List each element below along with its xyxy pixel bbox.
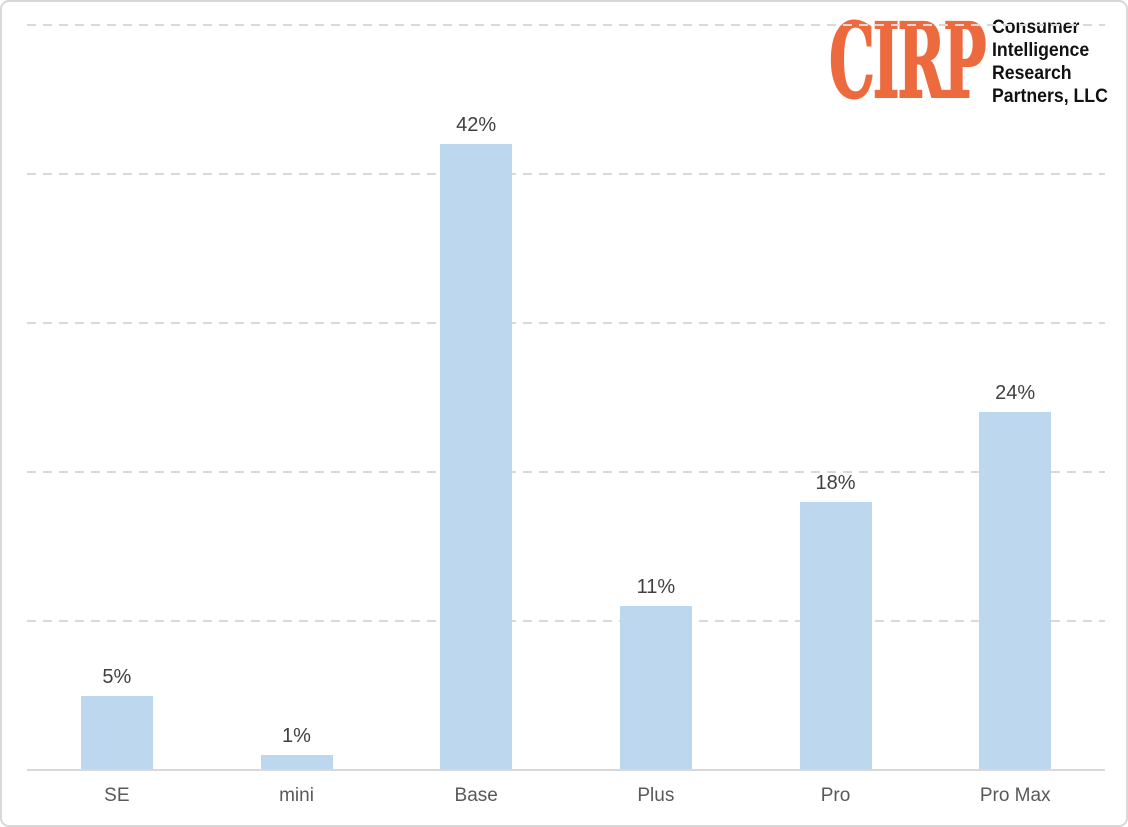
bar-mini: [260, 755, 333, 770]
plot-area: 5% 1% 42% 11% 18% 24%: [27, 24, 1105, 770]
bar-slot-pro-max: 24%: [925, 25, 1105, 770]
bar-se: [80, 695, 153, 770]
category-label-mini: mini: [279, 785, 314, 806]
category-label-plus: Plus: [637, 785, 675, 806]
category-label-pro: Pro: [820, 785, 851, 806]
gridline-10: [27, 620, 1105, 622]
bar-pro-max: [979, 412, 1052, 770]
bar-base: [440, 144, 513, 770]
value-label-base: 42%: [456, 114, 497, 137]
value-label-mini: 1%: [282, 725, 311, 748]
bar-slot-pro: 18%: [746, 25, 926, 770]
logo-line-1: Consumer: [992, 17, 1080, 38]
value-label-plus: 11%: [636, 576, 676, 599]
logo-line-3: Research: [992, 63, 1072, 84]
cirp-logo-text: Consumer Intelligence Research Partners,…: [992, 16, 1109, 108]
category-label-pro-max: Pro Max: [979, 785, 1051, 806]
logo-line-4: Partners, LLC: [992, 86, 1108, 107]
value-label-pro: 18%: [815, 471, 856, 494]
gridline-40: [27, 173, 1105, 175]
value-label-se: 5%: [102, 665, 132, 688]
bar-pro: [799, 501, 872, 770]
cirp-logo-acronym: CIRP: [828, 1, 987, 122]
bar-plus: [619, 606, 692, 770]
x-axis-line: [27, 769, 1105, 771]
logo-line-2: Intelligence: [992, 40, 1090, 61]
gridline-50: [27, 24, 1105, 26]
gridline-30: [27, 322, 1105, 324]
bar-slot-mini: 1%: [207, 25, 387, 770]
x-axis-labels: SE mini Base Plus Pro Pro Max: [27, 785, 1105, 807]
bar-slot-se: 5%: [27, 25, 207, 770]
category-label-base: Base: [454, 785, 498, 806]
category-label-se: SE: [104, 785, 130, 806]
gridline-20: [27, 471, 1105, 473]
cirp-logo: CIRP Consumer Intelligence Research Part…: [707, 1, 1118, 122]
bar-slot-plus: 11%: [566, 25, 746, 770]
bar-slot-base: 42%: [386, 25, 566, 770]
bar-series: 5% 1% 42% 11% 18% 24%: [27, 25, 1105, 770]
value-label-pro-max: 24%: [995, 382, 1036, 405]
